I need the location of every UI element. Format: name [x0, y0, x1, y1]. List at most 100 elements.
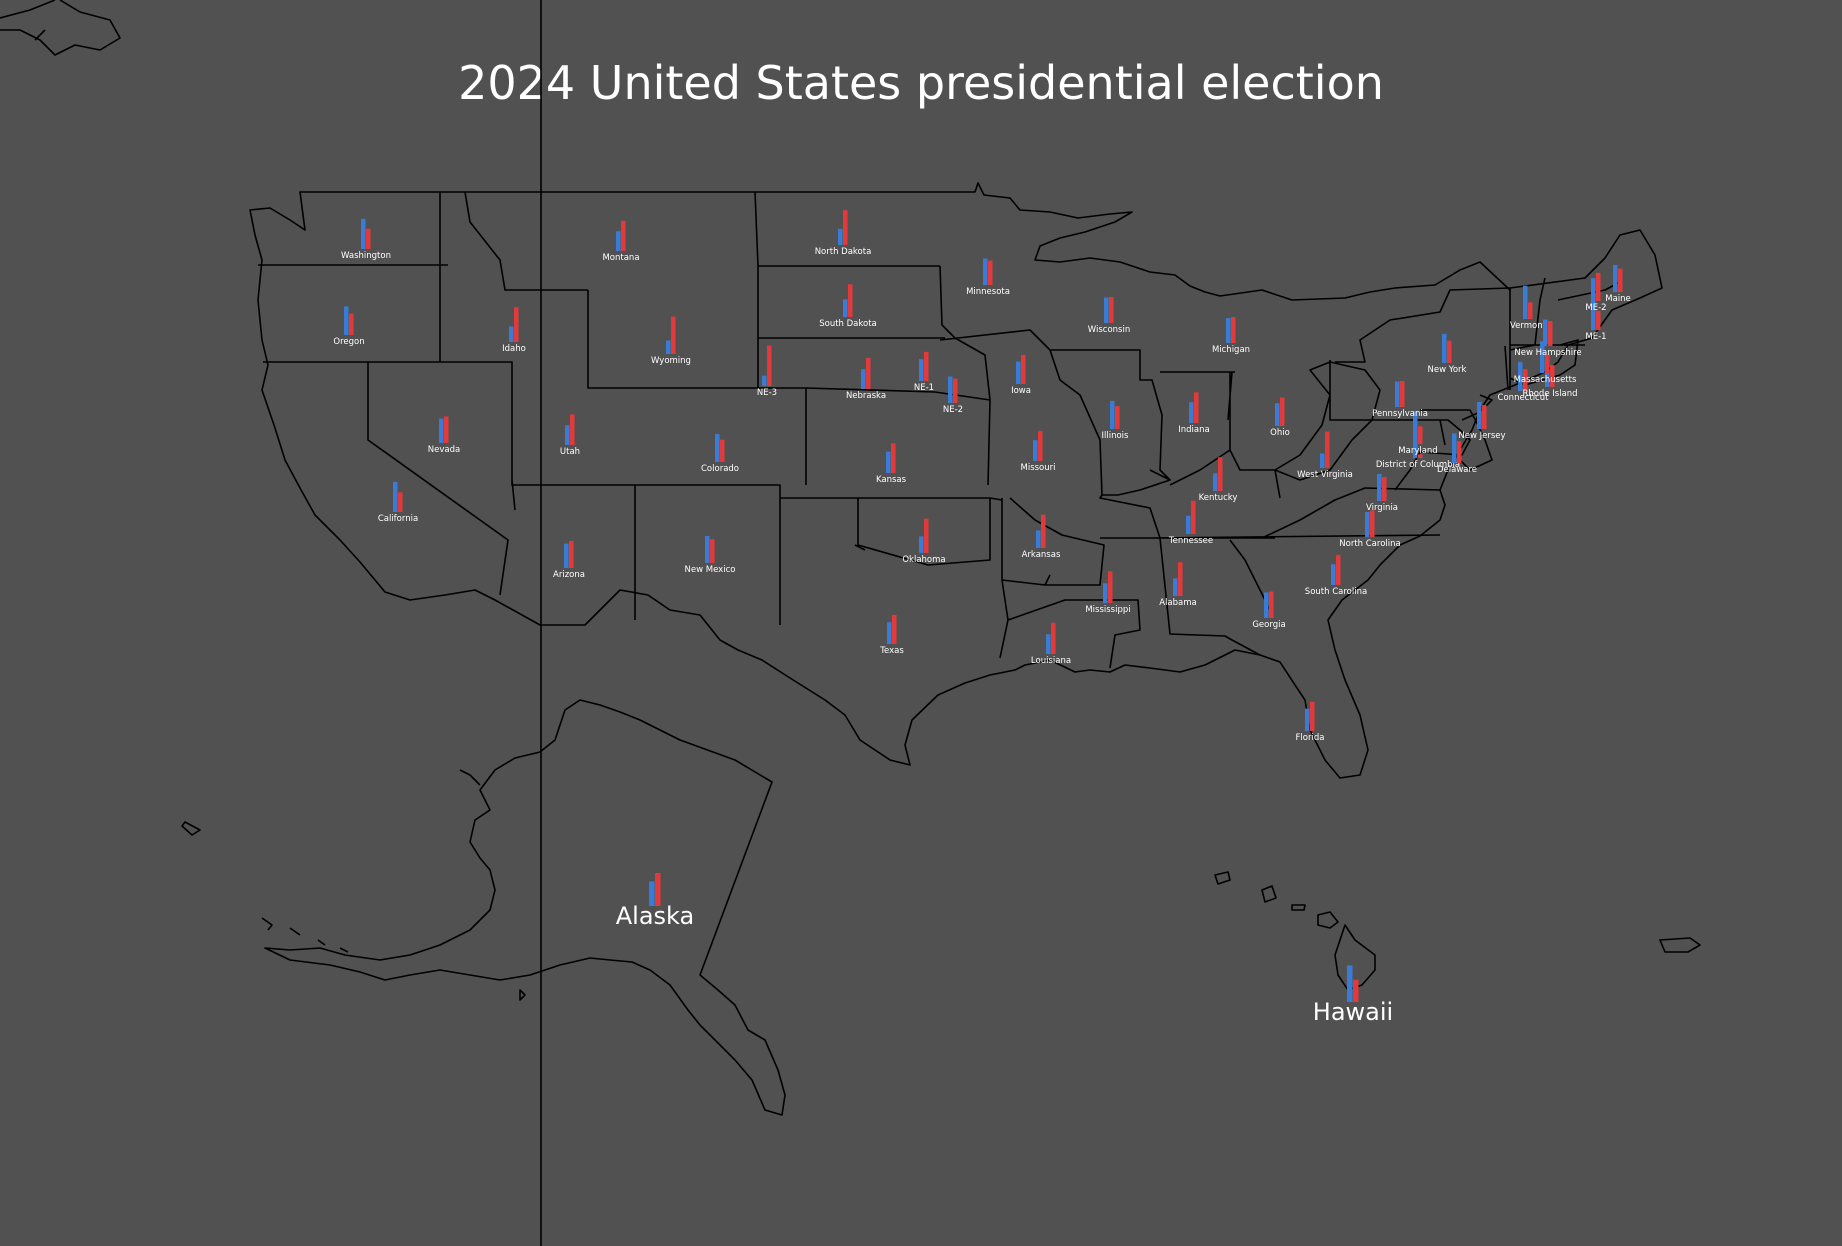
state-michigan: Michigan [1212, 317, 1250, 355]
new-mexico-blue-bar [705, 535, 710, 563]
me-1-label: ME-1 [1585, 332, 1606, 342]
ohio-red-bar [1280, 397, 1285, 426]
pennsylvania-label: Pennsylvania [1372, 409, 1428, 419]
oklahoma-red-bar [924, 518, 929, 553]
new-mexico-red-bar [710, 539, 715, 563]
kansas-blue-bar [886, 451, 891, 473]
south-carolina-blue-bar [1331, 564, 1336, 585]
iowa-blue-bar [1016, 361, 1021, 384]
state-new-hampshire: New Hampshire [1514, 319, 1582, 358]
hawaii-red-bar [1353, 979, 1359, 1002]
arizona-red-bar [569, 540, 574, 568]
vermont-label: Vermont [1510, 321, 1547, 331]
new-mexico-label: New Mexico [685, 565, 736, 575]
state-ohio: Ohio [1270, 397, 1290, 438]
tennessee-label: Tennessee [1168, 536, 1213, 546]
map-title: 2024 United States presidential election [458, 56, 1384, 110]
rhode-island-red-bar [1550, 365, 1555, 387]
state-north-carolina: North Carolina [1339, 510, 1401, 549]
texas-red-bar [892, 614, 897, 644]
state-illinois: Illinois [1102, 400, 1130, 441]
tennessee-red-bar [1191, 500, 1196, 534]
montana-red-bar [621, 220, 626, 251]
washington-blue-bar [361, 218, 366, 249]
ne-2-label: NE-2 [943, 405, 963, 415]
nevada-label: Nevada [428, 445, 460, 455]
georgia-red-bar [1269, 591, 1274, 618]
georgia-blue-bar [1264, 592, 1269, 618]
state-south-carolina: South Carolina [1305, 554, 1367, 597]
new-jersey-blue-bar [1477, 401, 1482, 429]
west-virginia-red-bar [1325, 431, 1330, 468]
wisconsin-red-bar [1109, 297, 1114, 323]
alaska-outline [264, 699, 786, 1116]
north-dakota-red-bar [843, 210, 848, 245]
state-arkansas: Arkansas [1022, 514, 1061, 560]
state-tennessee: Tennessee [1168, 500, 1213, 546]
state-idaho: Idaho [502, 307, 526, 354]
mississippi-blue-bar [1103, 583, 1108, 603]
north-carolina-label: North Carolina [1339, 539, 1400, 549]
state-florida: Florida [1296, 701, 1324, 743]
state-pennsylvania: Pennsylvania [1372, 381, 1428, 419]
state-me-1: ME-1 [1585, 298, 1607, 342]
state-montana: Montana [602, 220, 640, 263]
state-connecticut: Connecticut [1498, 361, 1549, 403]
me-1-red-bar [1596, 310, 1601, 330]
kentucky-label: Kentucky [1199, 493, 1238, 503]
massachusetts-blue-bar [1540, 341, 1545, 373]
idaho-red-bar [514, 307, 519, 342]
alabama-red-bar [1178, 562, 1183, 596]
state-new-york: New York [1428, 333, 1467, 375]
state-delaware: Delaware [1437, 433, 1477, 475]
louisiana-blue-bar [1046, 634, 1051, 654]
utah-blue-bar [565, 425, 570, 445]
state-arizona: Arizona [553, 540, 585, 580]
mississippi-label: Mississippi [1085, 605, 1130, 615]
state-outlines [0, 0, 1701, 1246]
wyoming-blue-bar [666, 340, 671, 354]
north-carolina-red-bar [1370, 510, 1375, 537]
conus-outline [249, 182, 1663, 779]
me-2-red-bar [1596, 272, 1601, 301]
kentucky-red-bar [1218, 457, 1223, 491]
state-virginia: Virginia [1366, 473, 1398, 513]
illinois-blue-bar [1110, 400, 1115, 429]
georgia-label: Georgia [1252, 620, 1285, 630]
california-blue-bar [393, 481, 398, 512]
alaska-label: Alaska [616, 902, 694, 930]
state-georgia: Georgia [1252, 591, 1286, 630]
canada-fragment [0, 0, 121, 56]
hawaii-islands [1214, 871, 1701, 991]
florida-blue-bar [1305, 708, 1310, 731]
vermont-red-bar [1528, 302, 1533, 319]
alabama-label: Alabama [1159, 598, 1196, 608]
me-2-blue-bar [1591, 278, 1596, 301]
north-dakota-blue-bar [838, 228, 843, 245]
illinois-label: Illinois [1102, 431, 1130, 441]
new-hampshire-red-bar [1548, 321, 1553, 346]
kentucky-blue-bar [1213, 473, 1218, 491]
minnesota-red-bar [988, 260, 993, 285]
tennessee-blue-bar [1186, 515, 1191, 534]
delaware-label: Delaware [1437, 465, 1477, 475]
state-maryland: Maryland [1398, 411, 1438, 456]
arkansas-red-bar [1041, 514, 1046, 548]
wisconsin-blue-bar [1104, 297, 1109, 323]
virginia-blue-bar [1377, 473, 1382, 501]
state-new-mexico: New Mexico [685, 535, 736, 575]
hawaii-label: Hawaii [1313, 998, 1393, 1026]
connecticut-blue-bar [1518, 361, 1523, 391]
idaho-label: Idaho [502, 344, 526, 354]
nevada-red-bar [444, 416, 449, 443]
texas-blue-bar [887, 622, 892, 644]
missouri-red-bar [1038, 430, 1043, 461]
louisiana-red-bar [1051, 622, 1056, 654]
indiana-label: Indiana [1178, 425, 1209, 435]
oklahoma-blue-bar [919, 536, 924, 553]
ohio-blue-bar [1275, 403, 1280, 426]
state-iowa: Iowa [1011, 354, 1031, 396]
ohio-label: Ohio [1270, 428, 1290, 438]
massachusetts-red-bar [1545, 354, 1550, 373]
state-vermont: Vermont [1510, 285, 1547, 331]
